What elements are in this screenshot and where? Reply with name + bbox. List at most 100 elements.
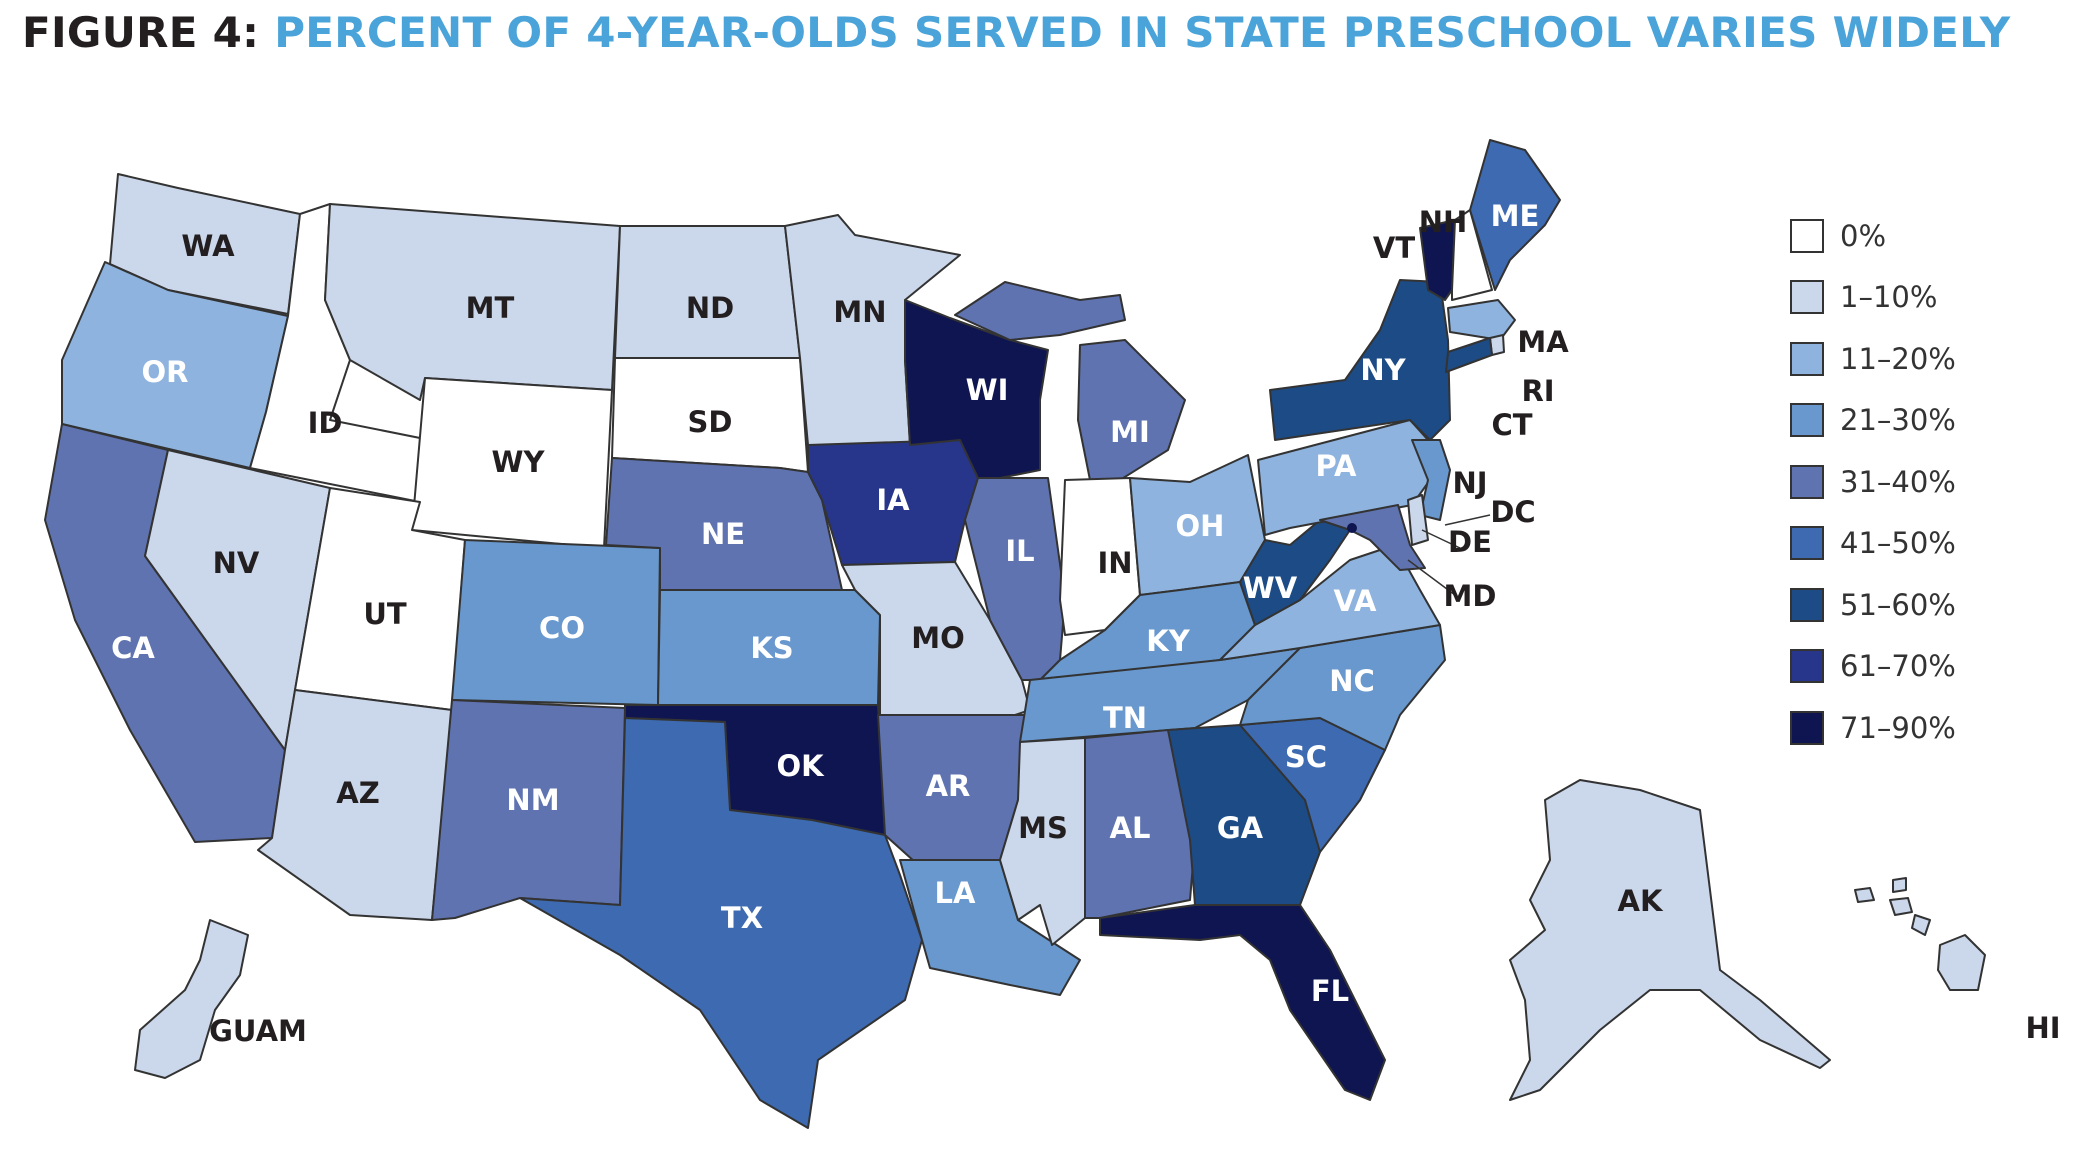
label-MI: MI (1110, 415, 1150, 449)
legend-label: 31–40% (1840, 464, 1956, 499)
leader-dc (1444, 514, 1491, 526)
legend-swatch (1790, 649, 1824, 684)
legend-label: 71–90% (1840, 710, 1956, 745)
label-IA: IA (876, 483, 910, 517)
legend-label: 51–60% (1840, 587, 1956, 622)
leader-de (1421, 529, 1461, 549)
label-VA: VA (1334, 584, 1377, 618)
state-NY (1269, 279, 1451, 441)
label-AK: AK (1618, 884, 1664, 918)
label-LA: LA (935, 876, 976, 910)
label-OR: OR (142, 355, 189, 389)
state-AK (1509, 779, 1831, 1101)
figure-number: FIGURE 4: (22, 8, 260, 57)
state-VT (1419, 219, 1456, 301)
label-OK: OK (776, 749, 825, 783)
label-KY: KY (1146, 624, 1190, 658)
label-WV: WV (1243, 571, 1298, 605)
state-GUAM (134, 919, 249, 1079)
label-PA: PA (1315, 449, 1357, 483)
label-NJ: NJ (1452, 466, 1487, 500)
legend-swatch (1790, 280, 1824, 315)
legend-swatch (1790, 587, 1824, 622)
label-SC: SC (1285, 740, 1327, 774)
legend-label: 0% (1840, 218, 1887, 253)
label-AL: AL (1110, 811, 1151, 845)
legend-item: 71–90% (1790, 697, 1956, 759)
label-AR: AR (926, 769, 971, 803)
dc-marker (1347, 523, 1357, 533)
legend-label: 61–70% (1840, 649, 1956, 684)
label-TX: TX (721, 901, 763, 935)
legend-swatch (1790, 403, 1824, 438)
legend-item: 11–20% (1790, 328, 1956, 390)
state-NH (1451, 209, 1493, 301)
legend-item: 21–30% (1790, 390, 1956, 452)
label-HI: HI (2025, 1011, 2060, 1045)
state-ME (1469, 139, 1561, 291)
label-MN: MN (833, 295, 886, 329)
legend-swatch (1790, 710, 1824, 745)
label-NM: NM (506, 783, 559, 817)
state-MI (1077, 339, 1186, 481)
state-CT (1445, 337, 1493, 373)
label-MT: MT (466, 291, 515, 325)
state-MI-up (954, 281, 1126, 341)
state-labels: WA OR CA ID NV MT WY UT AZ CO NM ND SD N… (111, 199, 2060, 1048)
label-WY: WY (492, 445, 546, 479)
label-WA: WA (181, 229, 235, 263)
legend-item: 0% (1790, 205, 1956, 267)
label-OH: OH (1176, 509, 1225, 543)
leader-lines (1347, 514, 1491, 596)
label-MD: MD (1444, 579, 1497, 613)
label-GA: GA (1217, 811, 1264, 845)
label-FL: FL (1311, 974, 1349, 1008)
legend: 0% 1–10% 11–20% 21–30% 31–40% 41–50% 51–60% 61–… (1790, 205, 1956, 759)
label-NY: NY (1360, 353, 1406, 387)
label-MO: MO (911, 621, 965, 655)
label-ND: ND (686, 291, 734, 325)
legend-swatch (1790, 341, 1824, 376)
legend-swatch (1790, 218, 1824, 253)
label-NE: NE (701, 517, 745, 551)
label-CA: CA (111, 631, 155, 665)
legend-label: 1–10% (1840, 280, 1938, 315)
label-AZ: AZ (336, 776, 379, 810)
label-WI: WI (966, 373, 1009, 407)
label-ME: ME (1491, 199, 1540, 233)
state-FL (1099, 904, 1386, 1101)
label-UT: UT (363, 597, 407, 631)
label-DC: DC (1490, 495, 1535, 529)
legend-swatch (1790, 464, 1824, 499)
state-HI (1854, 877, 1986, 991)
legend-item: 61–70% (1790, 636, 1956, 698)
leader-md (1407, 559, 1456, 596)
label-CT: CT (1491, 408, 1532, 442)
label-NH: NH (1419, 205, 1468, 239)
legend-item: 31–40% (1790, 451, 1956, 513)
legend-label: 41–50% (1840, 526, 1956, 561)
label-NV: NV (213, 546, 260, 580)
legend-item: 51–60% (1790, 574, 1956, 636)
label-TN: TN (1103, 701, 1147, 735)
figure-title: FIGURE 4: PERCENT OF 4-YEAR-OLDS SERVED … (22, 8, 2011, 57)
label-DE: DE (1448, 525, 1492, 559)
label-RI: RI (1521, 374, 1554, 408)
state-NJ (1411, 439, 1451, 521)
legend-swatch (1790, 526, 1824, 561)
legend-label: 11–20% (1840, 341, 1956, 376)
label-ID: ID (308, 406, 343, 440)
label-SD: SD (688, 405, 733, 439)
label-IL: IL (1005, 534, 1034, 568)
label-MS: MS (1018, 811, 1068, 845)
legend-label: 21–30% (1840, 403, 1956, 438)
label-GUAM: GUAM (209, 1014, 307, 1048)
state-DE (1407, 494, 1429, 546)
label-KS: KS (750, 631, 793, 665)
label-CO: CO (539, 611, 585, 645)
label-IN: IN (1097, 546, 1132, 580)
label-VT: VT (1373, 231, 1415, 265)
legend-item: 1–10% (1790, 267, 1956, 329)
figure-heading: PERCENT OF 4-YEAR-OLDS SERVED IN STATE P… (274, 8, 2011, 57)
